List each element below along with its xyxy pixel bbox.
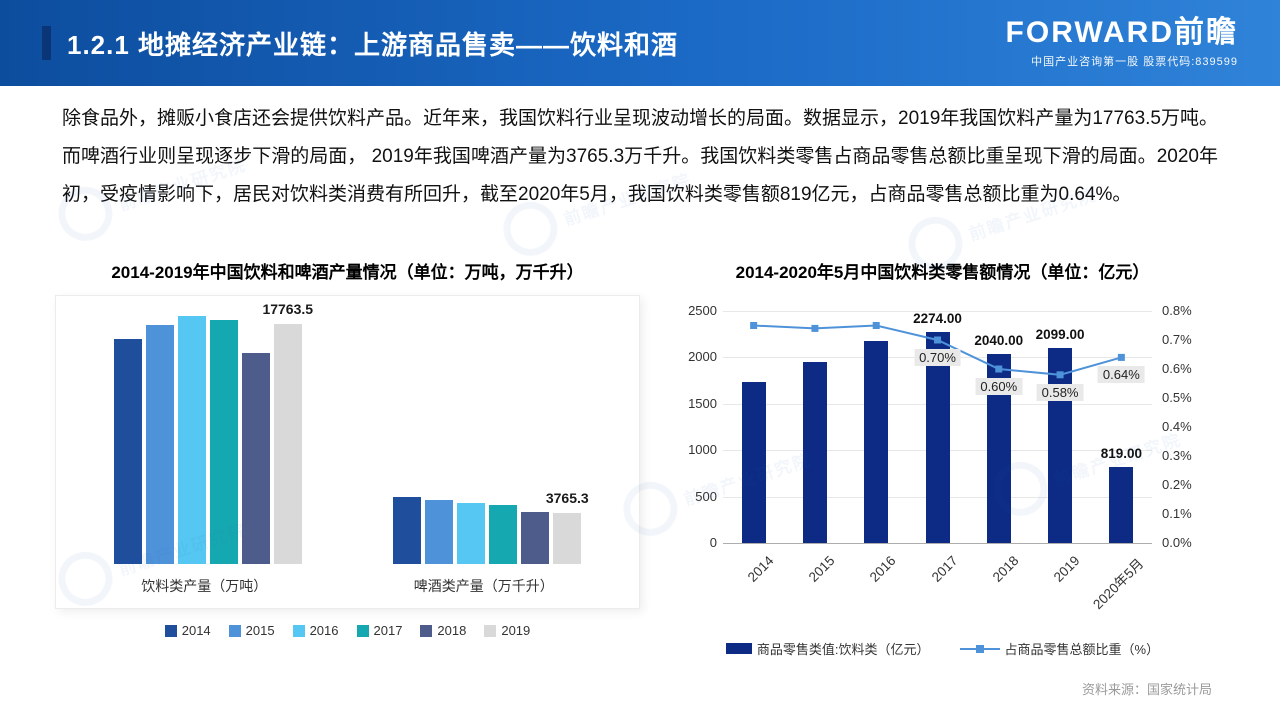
category-label: 饮料类产量（万吨） <box>141 578 268 594</box>
data-label: 2040.00 <box>974 333 1024 348</box>
brand-logo: FORWARD前瞻 中国产业咨询第一股 股票代码:839599 <box>1005 15 1238 69</box>
bar-2019: 3765.3 <box>546 490 589 564</box>
production-chart-panel: 17763.5 3765.3 饮料类产量（万吨） 啤酒类产量（万千升） <box>55 295 640 609</box>
title-accent-bar <box>42 26 51 60</box>
production-chart-categories: 饮料类产量（万吨） 啤酒类产量（万千升） <box>68 576 627 600</box>
production-chart-plot: 17763.5 3765.3 <box>68 301 627 564</box>
legend-item: 2016 <box>292 623 339 638</box>
gridline <box>723 311 1152 312</box>
production-chart-legend: 2014 2015 2016 2017 2018 2019 <box>55 623 640 638</box>
right-axis-tick: 0.7% <box>1162 332 1192 347</box>
retail-chart-title: 2014-2020年5月中国饮料类零售额情况（单位：亿元） <box>735 263 1150 282</box>
bar-2015 <box>145 325 174 564</box>
bar-2014 <box>113 339 142 564</box>
right-axis-tick: 0.0% <box>1162 535 1192 550</box>
legend-swatch <box>484 624 497 637</box>
legend-swatch <box>228 624 241 637</box>
production-chart-title: 2014-2019年中国饮料和啤酒产量情况（单位：万吨，万千升） <box>111 263 584 282</box>
legend-label: 2015 <box>245 623 275 638</box>
left-axis-tick: 1500 <box>688 395 717 411</box>
bar-2019: 17763.5 <box>262 301 313 564</box>
right-axis-tick: 0.4% <box>1162 419 1192 434</box>
line-legend-marker <box>975 644 984 653</box>
x-axis-label: 2019 <box>1050 553 1083 585</box>
retail-bar <box>741 382 766 543</box>
x-axis-label: 2015 <box>805 553 838 585</box>
legend-label: 占商品零售总额比重（%） <box>1004 642 1160 657</box>
bar-group: 17763.5 <box>113 301 313 564</box>
legend-label: 2018 <box>437 623 467 638</box>
bar-legend-swatch <box>725 643 752 654</box>
legend-swatch <box>292 624 305 637</box>
data-label: 2274.00 <box>913 311 962 326</box>
line-legend-swatch <box>959 644 1000 653</box>
x-axis-label: 2017 <box>928 553 961 585</box>
legend-label: 商品零售类值:饮料类（亿元） <box>756 642 930 657</box>
right-axis-tick: 0.3% <box>1162 448 1192 463</box>
bar-2018 <box>521 512 550 564</box>
bar-2017 <box>489 505 518 564</box>
x-axis-label: 2014 <box>744 553 777 585</box>
x-axis-label: 2018 <box>989 553 1022 585</box>
data-label: 3765.3 <box>545 490 589 506</box>
retail-bar <box>1048 348 1073 543</box>
retail-chart: 2014-2020年5月中国饮料类零售额情况（单位：亿元） 2500 2000 15… <box>675 258 1210 658</box>
body-paragraph: 除食品外，摊贩小食店还会提供饮料产品。近年来，我国饮料行业呈现波动增长的局面。数… <box>62 108 1218 205</box>
legend-item: 占商品零售总额比重（%） <box>959 639 1160 658</box>
data-label: 819.00 <box>1100 446 1142 461</box>
legend-label: 2016 <box>309 623 339 638</box>
retail-chart-legend: 商品零售类值:饮料类（亿元） 占商品零售总额比重（%） <box>675 639 1210 658</box>
percent-label: 0.58% <box>1036 383 1084 401</box>
x-axis-label: 2016 <box>866 553 899 585</box>
left-axis-tick: 500 <box>695 488 717 504</box>
left-axis-tick: 2000 <box>688 349 717 365</box>
legend-item: 2019 <box>484 623 530 638</box>
legend-item: 2014 <box>164 623 211 638</box>
legend-item: 2017 <box>356 623 403 638</box>
legend-label: 2019 <box>501 623 531 638</box>
percent-label: 0.70% <box>914 349 961 366</box>
right-axis-tick: 0.1% <box>1162 506 1192 521</box>
brand-logo-subtext: 中国产业咨询第一股 股票代码:839599 <box>1031 55 1238 68</box>
x-axis-line <box>723 543 1152 544</box>
percent-label: 0.64% <box>1097 366 1145 384</box>
right-axis-tick: 0.2% <box>1162 477 1192 492</box>
data-label: 2099.00 <box>1035 327 1085 342</box>
legend-swatch <box>420 624 433 637</box>
page-title: 1.2.1 地摊经济产业链：上游商品售卖——饮料和酒 <box>67 29 679 60</box>
bar-2018 <box>241 353 270 564</box>
legend-swatch <box>356 624 369 637</box>
retail-bar <box>802 362 827 543</box>
left-axis-tick: 2500 <box>688 303 717 318</box>
brand-logo-text: FORWARD前瞻 <box>1005 15 1238 49</box>
data-label: 17763.5 <box>262 301 314 317</box>
source-note: 资料来源：国家统计局 <box>1081 682 1212 697</box>
bar-2017 <box>209 320 238 564</box>
legend-item: 商品零售类值:饮料类（亿元） <box>725 639 930 658</box>
x-axis-label: 2020年5月 <box>1090 555 1147 613</box>
bar-2016 <box>457 503 486 564</box>
legend-label: 2017 <box>373 623 403 638</box>
retail-chart-plot: 2500 2000 1500 1000 500 0 0.8% 0.7% 0.6% 0.5% 0.4%… <box>675 295 1210 625</box>
right-axis-tick: 0.6% <box>1162 361 1192 376</box>
bar-2015 <box>425 500 454 564</box>
legend-item: 2015 <box>228 623 275 638</box>
bar-2014 <box>393 497 422 564</box>
right-axis-tick: 0.8% <box>1162 303 1192 318</box>
category-label: 啤酒类产量（万千升） <box>413 578 554 594</box>
left-axis-tick: 0 <box>709 535 717 550</box>
legend-item: 2018 <box>420 623 466 638</box>
left-axis-tick: 1000 <box>688 442 717 458</box>
percent-label: 0.60% <box>975 378 1023 395</box>
right-axis-tick: 0.5% <box>1162 390 1192 405</box>
bar-2016 <box>177 316 206 564</box>
retail-bar <box>864 341 889 543</box>
production-chart: 2014-2019年中国饮料和啤酒产量情况（单位：万吨，万千升） 17763.5… <box>55 258 640 638</box>
legend-label: 2014 <box>181 623 211 638</box>
header-bar: 1.2.1 地摊经济产业链：上游商品售卖——饮料和酒 FORWARD前瞻 中国产… <box>0 0 1280 86</box>
legend-swatch <box>164 624 177 637</box>
retail-bar <box>1109 467 1134 543</box>
bar-group: 3765.3 <box>393 490 589 564</box>
